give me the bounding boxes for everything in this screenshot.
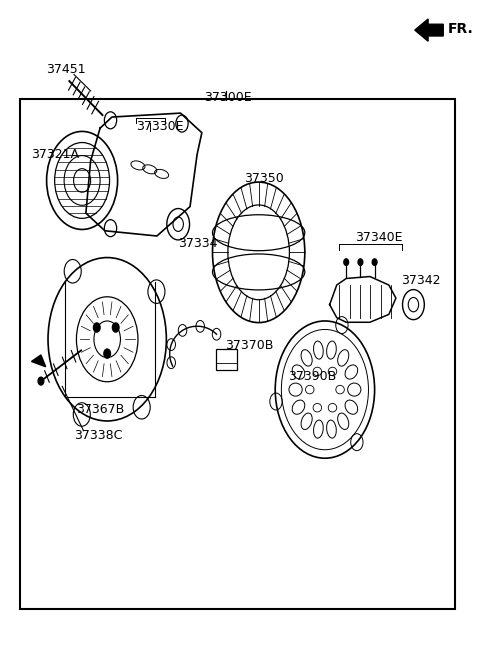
Circle shape xyxy=(372,259,377,265)
Text: 37300E: 37300E xyxy=(204,91,252,104)
Text: 37340E: 37340E xyxy=(355,231,402,244)
Circle shape xyxy=(344,259,348,265)
Text: 37342: 37342 xyxy=(401,274,440,287)
Text: 37330E: 37330E xyxy=(135,120,183,133)
Circle shape xyxy=(104,349,110,358)
Text: 37350: 37350 xyxy=(244,172,284,185)
Text: 37321A: 37321A xyxy=(32,148,80,160)
Text: 37338C: 37338C xyxy=(74,429,122,442)
Text: 37390B: 37390B xyxy=(288,370,337,383)
Text: 37451: 37451 xyxy=(46,63,85,76)
Polygon shape xyxy=(32,355,46,367)
Text: 37370B: 37370B xyxy=(226,339,274,352)
Text: 37334: 37334 xyxy=(178,237,218,250)
Text: FR.: FR. xyxy=(448,22,474,36)
Text: 37367B: 37367B xyxy=(76,403,125,416)
Bar xyxy=(20,99,455,608)
FancyArrow shape xyxy=(415,19,443,41)
Circle shape xyxy=(358,259,363,265)
Circle shape xyxy=(94,323,100,332)
Circle shape xyxy=(112,323,119,332)
Circle shape xyxy=(38,377,44,385)
Bar xyxy=(216,349,237,370)
